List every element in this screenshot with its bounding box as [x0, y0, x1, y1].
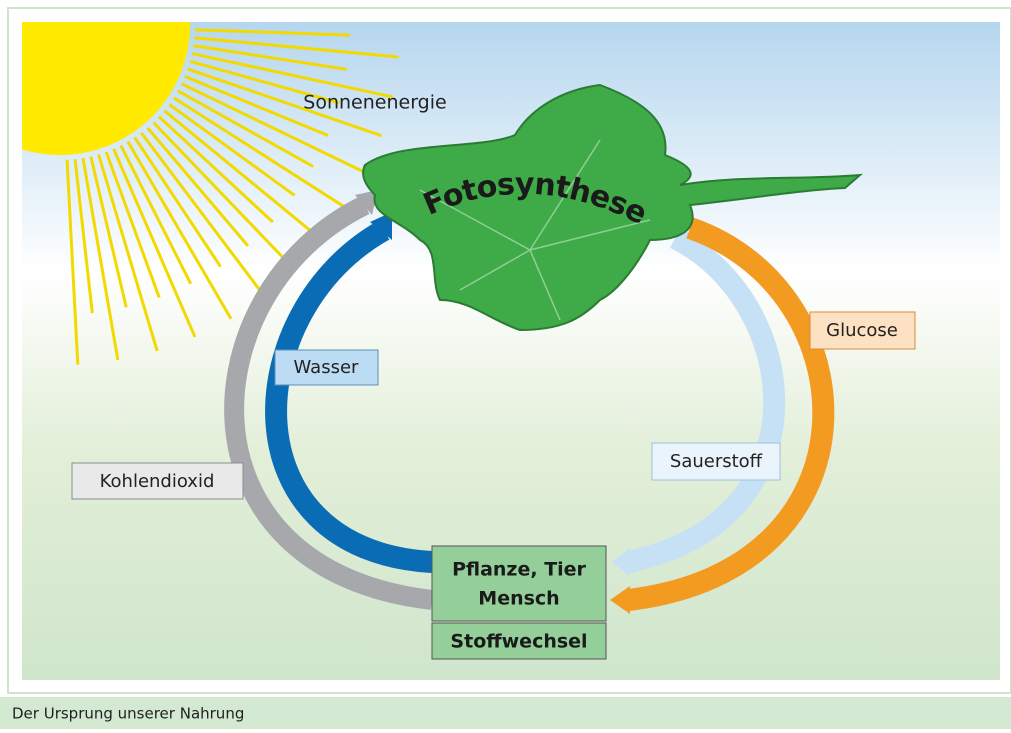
organism-label: Pflanze, Tier	[452, 559, 586, 581]
organism-box	[432, 546, 606, 621]
input-label: Wasser	[294, 357, 360, 378]
input-label: Kohlendioxid	[100, 471, 215, 492]
output-label: Sauerstoff	[670, 451, 763, 472]
organism-label: Mensch	[478, 588, 559, 610]
process-label: Stoffwechsel	[450, 631, 587, 653]
sun-label: Sonnenenergie	[303, 92, 446, 114]
output-label: Glucose	[826, 320, 898, 341]
caption: Der Ursprung unserer Nahrung	[12, 705, 244, 723]
page: Sonnenenergie Fotosynthese Wasser Kohlen…	[0, 0, 1011, 729]
